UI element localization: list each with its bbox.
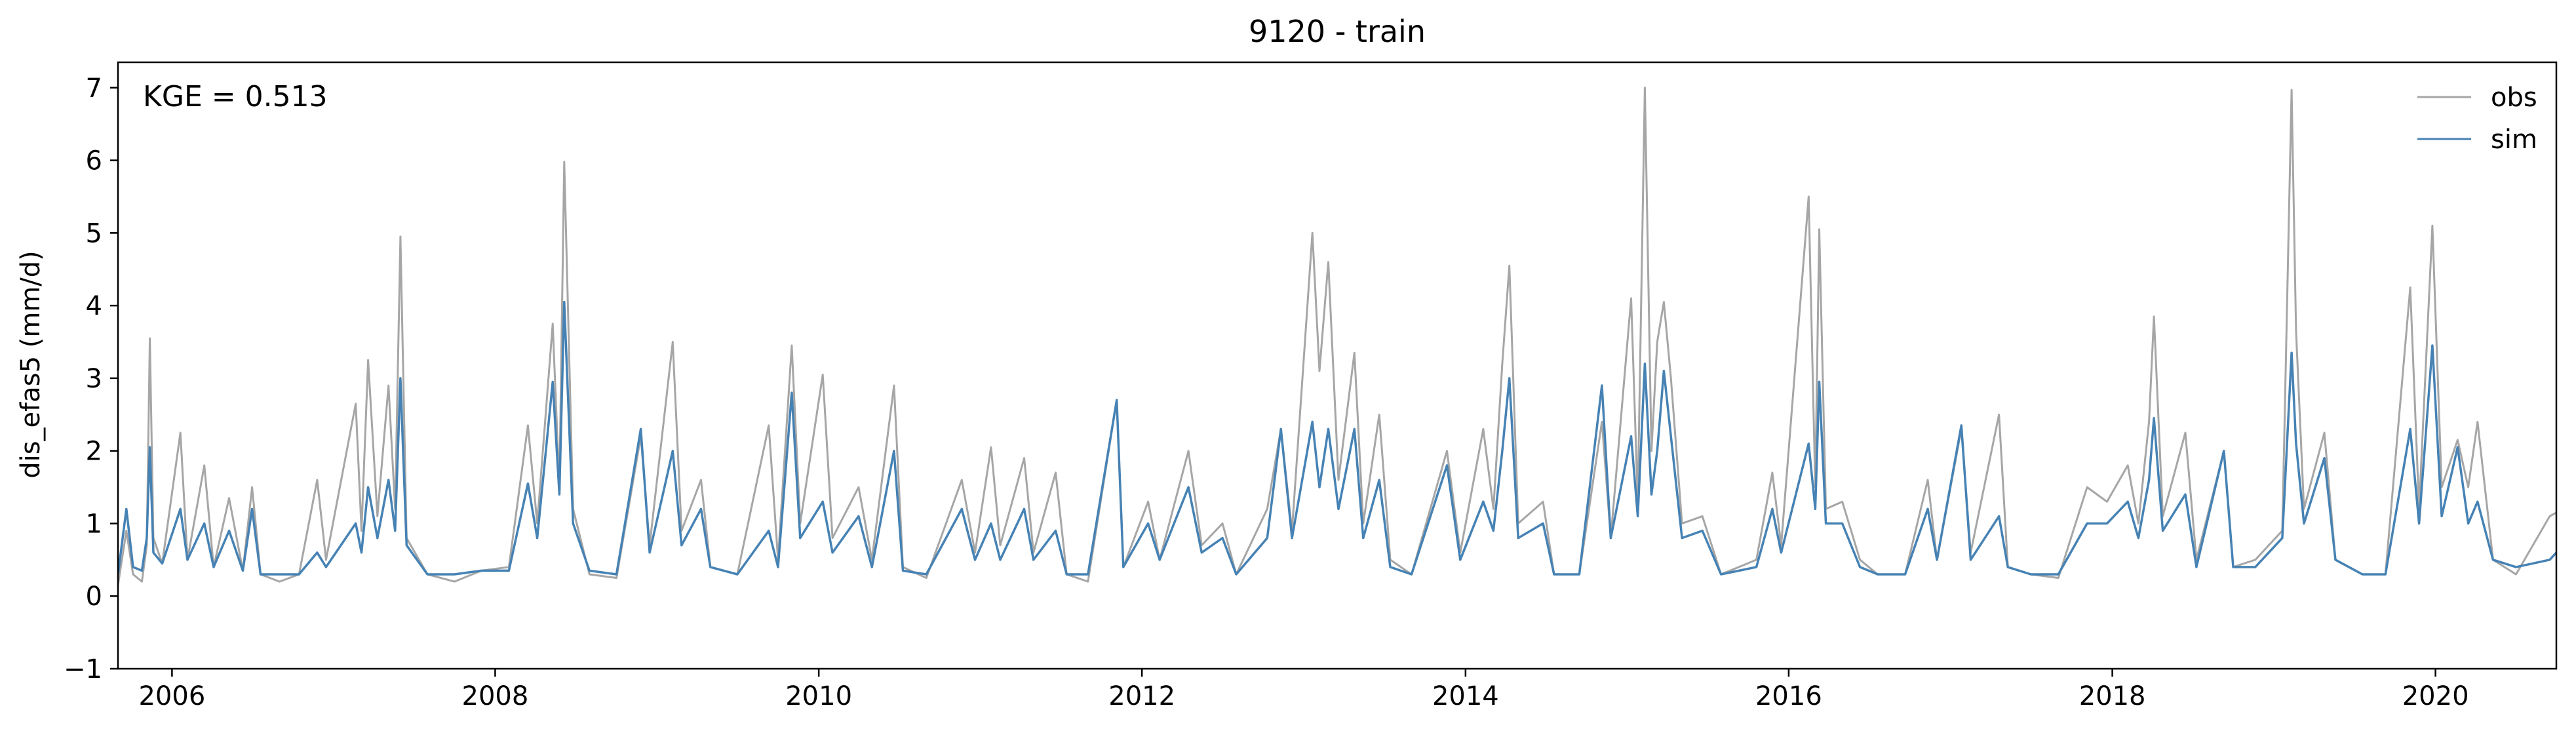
x-tick-label: 2018 xyxy=(2079,681,2146,711)
x-tick-label: 2014 xyxy=(1432,681,1499,711)
y-tick-label: 0 xyxy=(86,582,102,612)
y-tick-label: 3 xyxy=(86,364,102,394)
y-tick-label: 4 xyxy=(86,291,102,321)
x-tick-label: 2006 xyxy=(138,681,205,711)
chart-title: 9120 - train xyxy=(1249,14,1426,49)
legend-label-sim: sim xyxy=(2491,125,2537,155)
x-tick-label: 2010 xyxy=(785,681,852,711)
x-axis: 2006 2008 2010 2012 2014 2016 2018 2020 xyxy=(138,669,2469,711)
legend-label-obs: obs xyxy=(2491,83,2537,113)
x-tick-label: 2012 xyxy=(1108,681,1175,711)
y-tick-label: 7 xyxy=(86,73,102,104)
kge-annotation: KGE = 0.513 xyxy=(143,80,328,113)
legend: obs sim xyxy=(2417,83,2537,155)
y-tick-label: 2 xyxy=(86,437,102,467)
series-line-sim xyxy=(118,300,2556,576)
plot-frame xyxy=(117,61,2558,670)
y-axis: −1 0 1 2 3 4 5 6 7 xyxy=(64,73,118,684)
series-line-obs xyxy=(118,87,2556,585)
series-layer xyxy=(118,87,2556,585)
y-axis-label: dis_efas5 (mm/d) xyxy=(16,250,46,479)
y-tick-label: 5 xyxy=(86,218,102,248)
y-tick-label: 6 xyxy=(86,146,102,176)
x-tick-label: 2016 xyxy=(1755,681,1822,711)
x-tick-label: 2020 xyxy=(2402,681,2469,711)
y-tick-label: 1 xyxy=(86,509,102,539)
x-tick-label: 2008 xyxy=(462,681,529,711)
y-tick-label: −1 xyxy=(64,654,102,684)
